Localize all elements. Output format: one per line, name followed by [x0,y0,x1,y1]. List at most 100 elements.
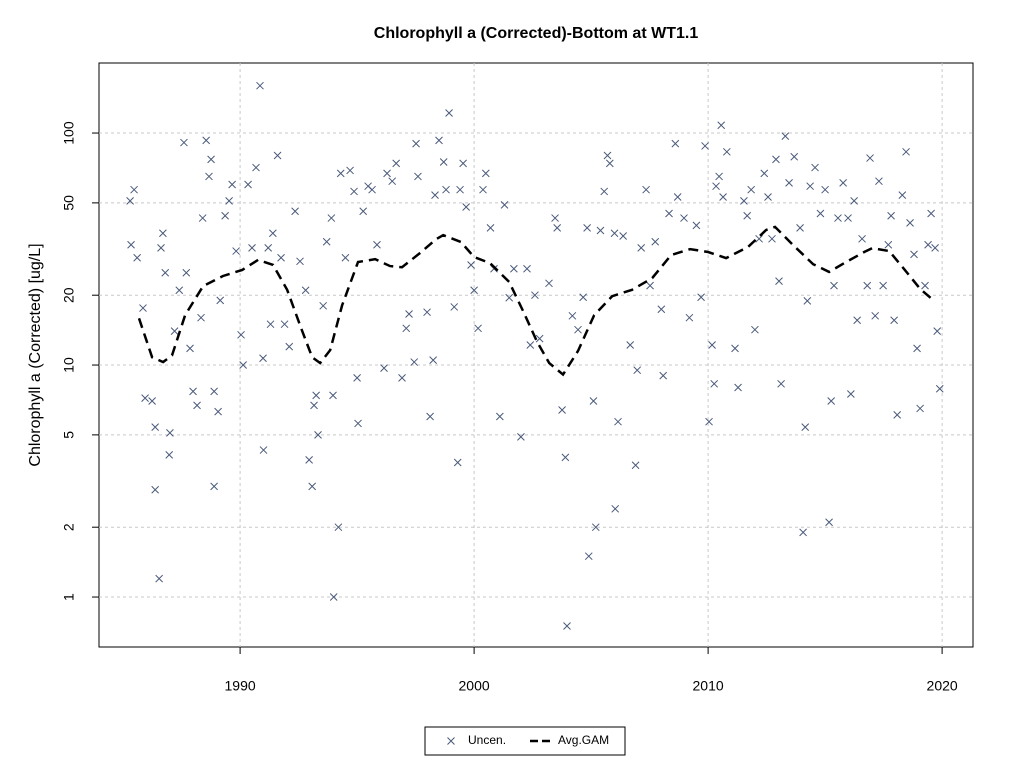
data-point [252,163,260,172]
data-point [216,296,225,305]
data-point [715,172,723,181]
y-tick-label: 1 [61,593,77,601]
data-point [456,185,464,194]
data-point [301,286,310,295]
data-point [327,214,336,222]
data-point [341,253,350,262]
data-point [151,485,160,494]
data-point [846,390,855,398]
data-point [659,371,668,380]
data-point [935,384,944,393]
data-point [189,387,197,396]
data-point [777,379,785,388]
data-point [589,397,598,405]
data-point [785,178,793,187]
data-point [368,185,376,194]
data-point [151,423,160,431]
data-point [839,178,847,187]
data-point [305,456,313,464]
data-point [439,158,448,166]
data-point [453,458,462,467]
data-point [927,209,935,218]
data-point [910,250,918,259]
data-point [273,151,282,160]
data-point [166,429,174,437]
data-point [825,518,833,527]
data-point [500,201,509,209]
data-point [141,394,149,402]
data-point [902,147,910,156]
data-point [834,214,842,222]
data-point [225,197,233,205]
data-point [596,226,605,235]
data-point [605,159,614,168]
data-point [517,433,525,441]
data-point [526,341,535,349]
data-point [296,257,304,266]
data-point [633,366,642,375]
data-point [269,229,277,238]
gam-line [137,225,935,377]
data-point [558,406,566,414]
data-point [850,197,858,205]
data-point [722,147,731,156]
data-point [388,177,397,186]
data-point [712,182,720,191]
data-point [470,286,478,295]
data-point [182,268,191,277]
data-point [614,417,622,426]
data-point [740,197,748,205]
data-point [186,344,194,353]
data-point [198,214,207,222]
data-point [871,311,880,320]
legend-box [424,726,626,756]
data-point [646,281,654,290]
legend-marker [447,737,455,745]
data-point [259,446,268,454]
data-point [551,214,559,222]
data-point [563,622,571,630]
data-point [796,224,804,232]
data-point [214,407,222,416]
y-axis-label: Chlorophyll a (Corrected) [ug/L] [27,243,44,466]
data-point [350,187,358,196]
data-point [414,172,422,181]
data-point [591,523,600,532]
y-tick-label: 20 [61,287,77,303]
plot-frame [98,62,974,648]
data-point [426,412,434,421]
data-point [561,453,570,462]
data-point [266,320,275,329]
data-point [523,264,531,273]
data-point [799,528,807,537]
data-point [442,185,450,194]
data-point [755,234,763,243]
data-point [481,169,490,178]
data-point [244,180,252,189]
data-point [479,185,487,194]
data-point [535,334,544,343]
data-point [165,451,174,459]
data-point [665,209,673,218]
data-point [898,191,907,199]
data-point [193,401,201,410]
legend-label: Avg.GAM [558,733,609,747]
data-point [398,374,406,382]
data-point [806,182,814,191]
data-point [875,177,883,186]
data-point [545,279,553,288]
data-point [197,313,205,322]
data-point [445,109,453,117]
x-tick-label: 2000 [459,678,490,694]
data-point [277,253,285,262]
data-point [207,155,215,164]
data-point [450,303,459,311]
y-tick-label: 50 [61,195,77,211]
data-point [130,185,138,194]
data-point [705,417,713,426]
data-point [772,155,780,164]
data-point [764,193,772,201]
y-tick-label: 100 [61,121,77,145]
data-point [373,240,381,249]
